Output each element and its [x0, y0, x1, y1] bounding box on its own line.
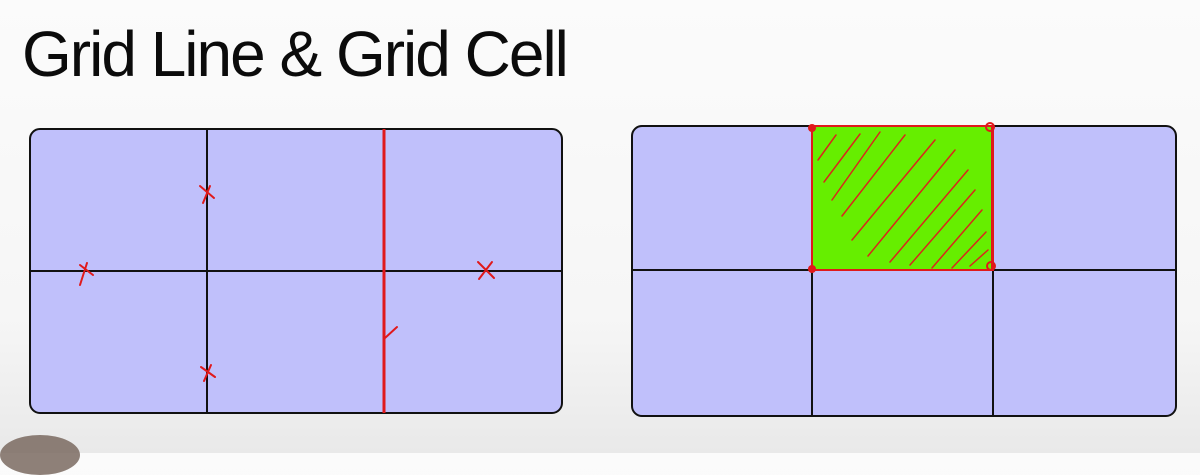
- cell-corner-top-left: [808, 124, 816, 132]
- mark-row-line-2-left: [79, 262, 94, 286]
- cell-corner-bottom-right: [986, 261, 996, 271]
- mark-column-line-2-bottom: [200, 364, 216, 382]
- grid-lines-example: [29, 128, 563, 414]
- grid-diagrams: [29, 122, 1177, 417]
- mark-column-line-3: [384, 326, 398, 339]
- cell-outline: [811, 125, 994, 271]
- cell-corner-bottom-left: [808, 265, 816, 273]
- presenter-avatar-edge: [0, 435, 80, 475]
- mark-column-line-2-top: [199, 185, 215, 204]
- cell-corner-top-right: [985, 122, 995, 132]
- grid-cell-example: [631, 122, 1177, 417]
- cell-hatching: [817, 131, 989, 269]
- slide-title: Grid Line & Grid Cell: [22, 18, 569, 90]
- mark-row-line-2-right: [477, 261, 495, 280]
